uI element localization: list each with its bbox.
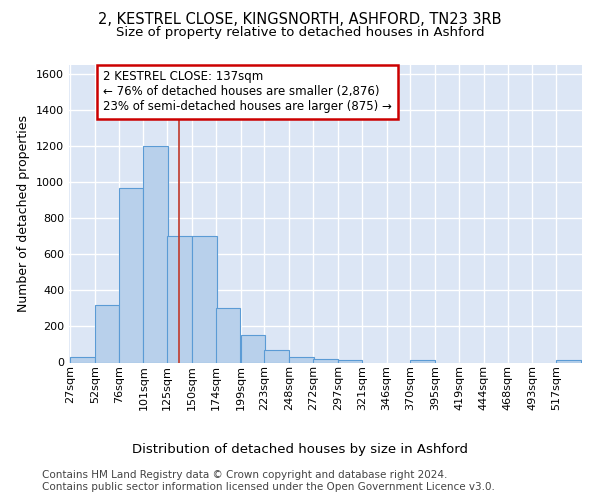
Bar	[70, 357, 95, 362]
Text: Contains HM Land Registry data © Crown copyright and database right 2024.: Contains HM Land Registry data © Crown c…	[42, 470, 448, 480]
Text: 2, KESTREL CLOSE, KINGSNORTH, ASHFORD, TN23 3RB: 2, KESTREL CLOSE, KINGSNORTH, ASHFORD, T…	[98, 12, 502, 28]
Bar	[313, 359, 338, 362]
Bar	[95, 305, 119, 362]
Text: Size of property relative to detached houses in Ashford: Size of property relative to detached ho…	[116, 26, 484, 39]
Bar	[338, 360, 362, 362]
Bar	[192, 236, 217, 362]
Bar	[119, 188, 143, 362]
Text: Distribution of detached houses by size in Ashford: Distribution of detached houses by size …	[132, 444, 468, 456]
Bar	[241, 336, 265, 362]
Bar	[143, 146, 168, 362]
Bar	[289, 357, 314, 362]
Bar	[556, 360, 581, 362]
Bar	[216, 308, 241, 362]
Text: Contains public sector information licensed under the Open Government Licence v3: Contains public sector information licen…	[42, 482, 495, 492]
Bar	[410, 360, 435, 362]
Text: 2 KESTREL CLOSE: 137sqm
← 76% of detached houses are smaller (2,876)
23% of semi: 2 KESTREL CLOSE: 137sqm ← 76% of detache…	[103, 70, 392, 114]
Bar	[167, 236, 192, 362]
Bar	[265, 350, 289, 362]
Y-axis label: Number of detached properties: Number of detached properties	[17, 116, 31, 312]
